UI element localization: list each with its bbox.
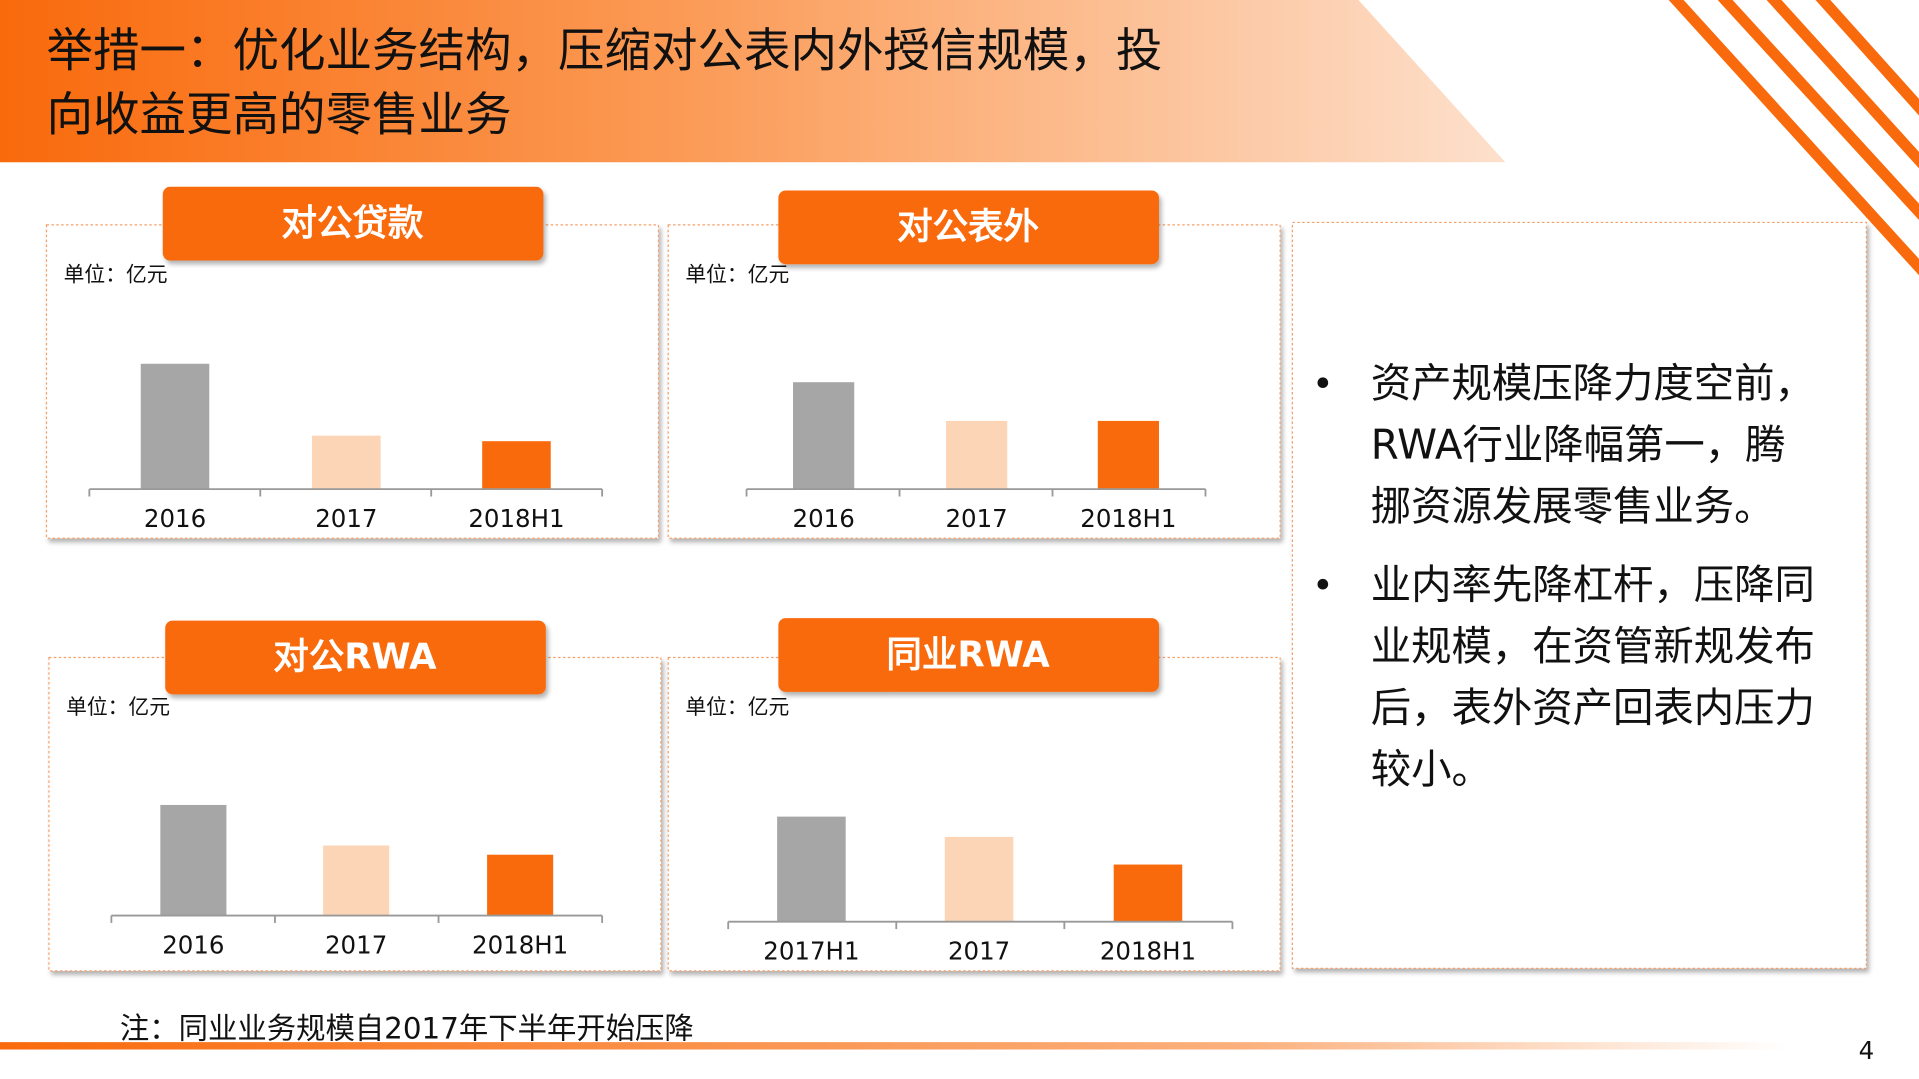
footer-line — [0, 1042, 1787, 1050]
bar — [487, 854, 554, 916]
panel-frame — [48, 656, 662, 972]
bullet-text: RWA行业降幅第一，腾 — [1371, 420, 1786, 468]
bar — [312, 435, 381, 490]
bullet-text: 挪资源发展零售业务。 — [1371, 482, 1775, 530]
x-tick-label: 2017 — [315, 504, 377, 533]
chart-title: 对公贷款 — [282, 203, 424, 244]
x-tick-label: 2016 — [162, 930, 224, 959]
corner-stripes — [1668, 0, 1919, 276]
bar — [944, 836, 1014, 922]
bullet-text: 较小。 — [1371, 745, 1492, 793]
bullet-text: 业内率先降杠杆，压降同 — [1371, 560, 1815, 608]
chart-title: 对公RWA — [273, 637, 437, 678]
slide-title: 向收益更高的零售业务 — [47, 87, 512, 141]
unit-label: 单位：亿元 — [64, 262, 168, 286]
bar — [1113, 864, 1183, 922]
footnote: 注：同业业务规模自2017年下半年开始压降 — [120, 1011, 694, 1045]
bar — [777, 816, 846, 922]
bar — [140, 363, 210, 490]
bar — [793, 382, 855, 490]
x-tick-label: 2016 — [793, 504, 855, 533]
chart-title: 同业RWA — [886, 634, 1050, 675]
bar — [946, 420, 1008, 490]
header-band — [0, 0, 1506, 163]
panel-tab — [778, 618, 1159, 692]
x-tick-label: 2017 — [946, 504, 1008, 533]
bar — [1097, 420, 1159, 490]
bar — [323, 845, 390, 916]
x-tick-label: 2018H1 — [1100, 936, 1196, 965]
x-tick-label: 2018H1 — [472, 930, 568, 959]
chart-panel: 对公RWA 单位：亿元 2016 2017 2018H1 — [48, 620, 662, 972]
unit-label: 单位：亿元 — [685, 262, 789, 286]
x-tick-label: 2018H1 — [468, 504, 564, 533]
x-tick-label: 2016 — [144, 504, 206, 533]
slide-title: 举措一：优化业务结构，压缩对公表内外授信规模，投 — [47, 24, 1163, 78]
bullet-text: 资产规模压降力度空前， — [1371, 359, 1815, 407]
bar — [482, 441, 551, 490]
unit-label: 单位：亿元 — [685, 695, 789, 719]
x-tick-label: 2017H1 — [763, 936, 859, 965]
bullet-text: 业规模，在资管新规发布 — [1371, 622, 1815, 670]
bullet-dot: • — [1312, 362, 1334, 405]
chart-panel: 同业RWA 单位：亿元 2017H1 2017 2018H1 — [667, 618, 1281, 972]
panel-tab — [165, 620, 546, 695]
bar — [160, 804, 227, 916]
bullet-text: 后，表外资产回表内压力 — [1371, 683, 1815, 731]
chart-title: 对公表外 — [897, 207, 1039, 248]
x-tick-label: 2017 — [948, 936, 1010, 965]
text-box — [1291, 221, 1867, 970]
bullet-dot: • — [1312, 564, 1334, 607]
panel-tab — [162, 186, 544, 261]
panel-tab — [778, 190, 1159, 265]
x-tick-label: 2018H1 — [1080, 504, 1176, 533]
page-number: 4 — [1859, 1036, 1875, 1065]
unit-label: 单位：亿元 — [66, 695, 170, 719]
x-tick-label: 2017 — [325, 930, 387, 959]
